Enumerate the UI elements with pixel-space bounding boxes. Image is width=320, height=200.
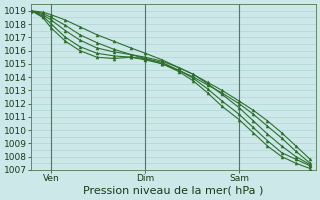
X-axis label: Pression niveau de la mer( hPa ): Pression niveau de la mer( hPa ): [84, 186, 264, 196]
